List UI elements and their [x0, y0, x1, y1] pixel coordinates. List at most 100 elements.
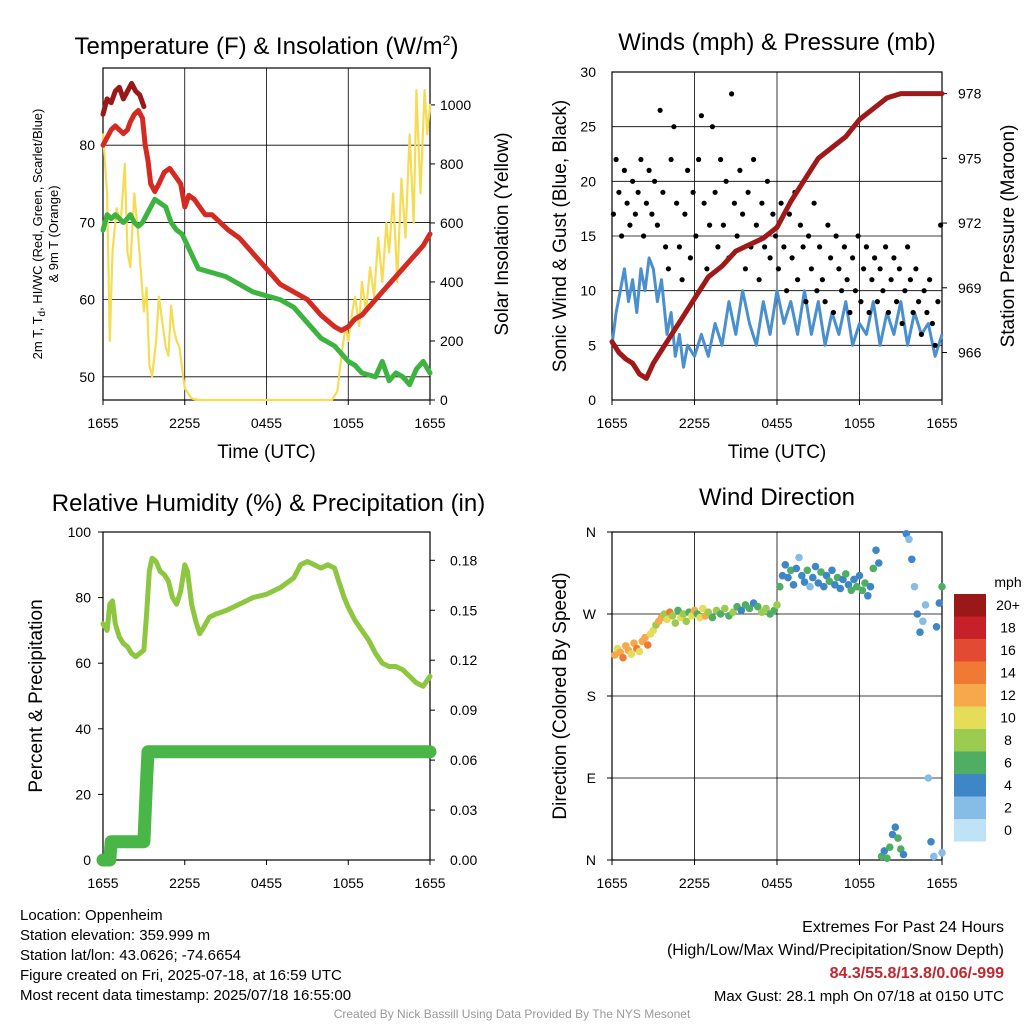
direction-point	[861, 579, 869, 587]
legend-label: 12	[1000, 687, 1016, 703]
gust-point	[778, 200, 784, 206]
y-tick-label: 50	[79, 369, 95, 385]
gust-point	[916, 299, 922, 305]
gust-point	[715, 244, 721, 250]
direction-point	[814, 579, 823, 587]
gust-point	[693, 233, 699, 239]
x-tick-label: 1655	[926, 415, 957, 431]
x-tick-label: 1655	[926, 875, 957, 891]
y2-tick-label: 0.09	[450, 702, 477, 718]
y-tick-label: S	[587, 688, 596, 704]
y2-tick-label: 400	[440, 274, 464, 290]
max-gust-text: Max Gust: 28.1 mph On 07/18 at 0150 UTC	[713, 988, 1004, 1005]
gust-point	[918, 331, 925, 337]
direction-point	[671, 619, 680, 627]
gust-point	[833, 233, 839, 239]
legend-swatch	[954, 639, 986, 662]
gust-point	[929, 320, 936, 327]
gust-point	[685, 167, 691, 173]
insolation-axis-label: Solar Insolation (Yellow)	[492, 132, 513, 335]
y-tick-label: 40	[75, 721, 91, 737]
direction-point	[899, 850, 908, 859]
direction-point	[644, 641, 652, 649]
gust-point	[674, 200, 680, 206]
rh-chart-title: Relative Humidity (%) & Precipitation (i…	[52, 490, 485, 517]
gust-point	[756, 277, 762, 283]
legend-swatch	[954, 751, 986, 774]
gust-point	[679, 277, 685, 283]
y-tick-label: N	[586, 852, 596, 868]
direction-point	[806, 582, 814, 591]
gust-point	[781, 244, 787, 250]
direction-point	[635, 647, 644, 656]
relative-humidity-line	[100, 555, 433, 689]
gust-point	[621, 167, 628, 173]
direction-point	[773, 601, 781, 609]
gust-point	[641, 233, 647, 239]
direction-point	[828, 566, 836, 575]
gust-point	[630, 178, 636, 184]
direction-point	[737, 606, 746, 615]
direction-point	[872, 546, 880, 554]
gust-point	[668, 156, 674, 163]
gust-point	[800, 244, 806, 250]
gust-point	[729, 91, 735, 97]
gust-point	[652, 178, 658, 184]
legend-label: 4	[1004, 777, 1012, 793]
direction-point	[886, 843, 894, 851]
direction-point	[864, 592, 872, 600]
direction-point	[716, 610, 725, 618]
gust-point	[891, 255, 897, 261]
direction-point	[850, 575, 858, 584]
gust-point	[753, 222, 760, 228]
direction-point	[663, 615, 671, 624]
direction-point	[894, 834, 902, 842]
gust-point	[797, 222, 804, 228]
gust-point	[817, 244, 823, 250]
y-tick-label: 20	[75, 786, 91, 802]
x-tick-label: 0455	[251, 415, 282, 431]
direction-point	[883, 854, 891, 862]
gust-point	[745, 189, 751, 195]
direction-point	[916, 628, 924, 636]
x-tick-label: 1055	[333, 415, 364, 431]
gust-point	[888, 277, 894, 283]
direction-point	[803, 566, 812, 575]
direction-point	[938, 848, 946, 857]
gust-point	[764, 178, 771, 184]
gust-point	[690, 189, 696, 195]
y-tick-label: 20	[580, 173, 596, 189]
gust-point	[847, 309, 853, 316]
y-tick-label: 100	[68, 524, 92, 540]
legend-label: 0	[1004, 822, 1012, 838]
winds-x-axis-label: Time (UTC)	[728, 442, 827, 463]
direction-point	[668, 612, 677, 620]
legend-swatch	[954, 796, 986, 819]
gust-point	[866, 309, 872, 316]
sonic-wind-line	[610, 256, 944, 369]
elevation-text: Station elevation: 359.999 m	[20, 927, 211, 944]
y-tick-label: 60	[79, 292, 95, 308]
direction-point	[820, 582, 828, 591]
direction-point	[938, 582, 946, 591]
gust-point	[822, 299, 828, 305]
x-tick-label: 2255	[169, 875, 200, 891]
gust-point	[723, 178, 729, 184]
station-info: Location: Oppenheim Station elevation: 3…	[20, 906, 351, 1006]
legend-label: 2	[1004, 800, 1012, 816]
extremes-subtitle: (High/Low/Max Wind/Precipitation/Snow De…	[666, 942, 1004, 959]
y-tick-label: 80	[75, 590, 91, 606]
y-tick-label: 30	[580, 64, 596, 80]
direction-point	[888, 830, 897, 839]
direction-point	[921, 601, 930, 609]
legend-swatch	[954, 706, 986, 729]
y2-tick-label: 0.15	[450, 602, 477, 618]
temp-series-line-0	[101, 88, 432, 402]
gust-point	[924, 309, 930, 316]
gust-point	[770, 211, 776, 217]
legend-label: 14	[1000, 665, 1016, 681]
x-tick-label: 0455	[761, 875, 792, 891]
direction-point	[674, 606, 682, 615]
y-tick-label: W	[583, 606, 597, 622]
extremes-values: 84.3/55.8/13.8/0.06/-999	[829, 965, 1004, 982]
